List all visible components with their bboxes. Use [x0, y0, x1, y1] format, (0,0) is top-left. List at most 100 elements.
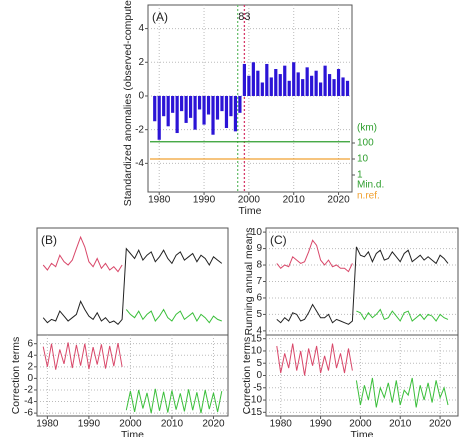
bar [180, 95, 184, 112]
x-tick-label: 2020 [327, 195, 350, 206]
reference-label: n.ref. [357, 191, 380, 202]
y-tick-label: 0 [256, 370, 262, 381]
x-tick-label: 1990 [193, 195, 216, 206]
y-tick-label: 2 [138, 57, 144, 68]
y-tick-label: 9 [256, 243, 262, 254]
x-tick-label: 2010 [389, 419, 412, 430]
y-axis-label: Running annual means [243, 228, 255, 336]
panel-label: (B) [41, 233, 57, 247]
y-tick-label: 2 [27, 361, 33, 372]
bar [345, 80, 350, 96]
bar [153, 95, 157, 122]
bar [323, 65, 327, 96]
bar [233, 95, 238, 132]
x-axis-label: Time [121, 429, 144, 437]
series-line [276, 239, 353, 273]
y2-tick-label: 100 [357, 138, 374, 149]
bar [162, 95, 166, 117]
bar [157, 95, 161, 140]
y-tick-label: 0 [138, 91, 144, 102]
y-tick-label: 4 [138, 23, 144, 34]
y-tick-label: -15 [248, 407, 263, 418]
x-tick-label: 2010 [283, 195, 306, 206]
x-tick-label: 1980 [148, 195, 171, 206]
x-tick-label: 2000 [119, 419, 142, 430]
bar [171, 95, 175, 113]
series-line [42, 342, 123, 370]
bar [215, 95, 220, 120]
panel-label: (C) [270, 233, 287, 247]
bar [305, 67, 309, 96]
y-tick-label: 4 [256, 326, 262, 337]
y-tick-label: -10 [248, 395, 263, 406]
panel-label: (A) [152, 10, 168, 24]
bar [242, 63, 246, 96]
y-tick-label: 6 [27, 338, 33, 349]
y-tick-label: 5 [256, 309, 262, 320]
x-tick-label: 2000 [349, 419, 372, 430]
y-tick-label: -5 [253, 382, 262, 393]
bar [188, 95, 193, 118]
bar [310, 75, 314, 96]
bar [224, 95, 229, 128]
bar [274, 69, 278, 96]
bar [260, 82, 264, 96]
bar [292, 62, 296, 96]
y-tick-label: -2 [24, 385, 33, 396]
x-axis-label: Time [239, 205, 262, 217]
plot-frame [36, 227, 229, 336]
y-tick-label: 6 [256, 293, 262, 304]
y-tick-label: -6 [24, 408, 33, 419]
plot-frame [36, 334, 229, 417]
series-line [42, 247, 223, 325]
y2-tick-label: 1 [357, 170, 363, 181]
bar [193, 95, 197, 130]
bar [247, 75, 251, 96]
y-tick-label: 5 [256, 358, 262, 369]
series-line [276, 343, 353, 376]
y-axis-label: Standardized anomalies (observed-compute… [122, 0, 134, 206]
plot-frame [147, 4, 353, 193]
x-tick-label: 1990 [78, 419, 101, 430]
y-tick-label: 4 [27, 350, 33, 361]
bar [301, 79, 305, 96]
y-tick-label: -2 [135, 124, 144, 135]
bar [296, 72, 300, 96]
bar [256, 70, 260, 96]
y-tick-label: 8 [256, 260, 262, 271]
y-axis-label: Correction terms [241, 337, 253, 415]
series-line [276, 246, 449, 325]
bar [336, 69, 341, 96]
bar [319, 82, 323, 96]
series-line [42, 235, 123, 273]
x-tick-label: 2020 [202, 419, 225, 430]
y-tick-label: 10 [251, 227, 263, 238]
y-axis-label: Correction terms [10, 337, 22, 415]
bar [220, 95, 224, 112]
y-tick-label: 7 [256, 276, 262, 287]
bar [211, 95, 215, 135]
y2-tick-label: 10 [357, 154, 369, 165]
x-tick-label: 1990 [309, 419, 332, 430]
series-line [125, 308, 222, 324]
bar [278, 74, 282, 96]
bar [229, 95, 233, 117]
series-line [355, 377, 449, 408]
bar [197, 95, 202, 110]
y2-axis-label: (km) [357, 123, 377, 134]
x-tick-label: 2020 [429, 419, 452, 430]
x-tick-label: 1980 [270, 419, 293, 430]
reference-label: Min.d. [357, 180, 384, 191]
bar [287, 80, 291, 96]
y-tick-label: -4 [24, 396, 33, 407]
bar [265, 63, 269, 96]
bar [184, 95, 188, 123]
x-tick-label: 1980 [36, 419, 59, 430]
bar [314, 70, 318, 96]
bar [206, 95, 211, 115]
y-tick-label: 10 [251, 346, 263, 357]
bar [269, 77, 273, 96]
series-line [125, 388, 223, 414]
bar [238, 95, 242, 113]
